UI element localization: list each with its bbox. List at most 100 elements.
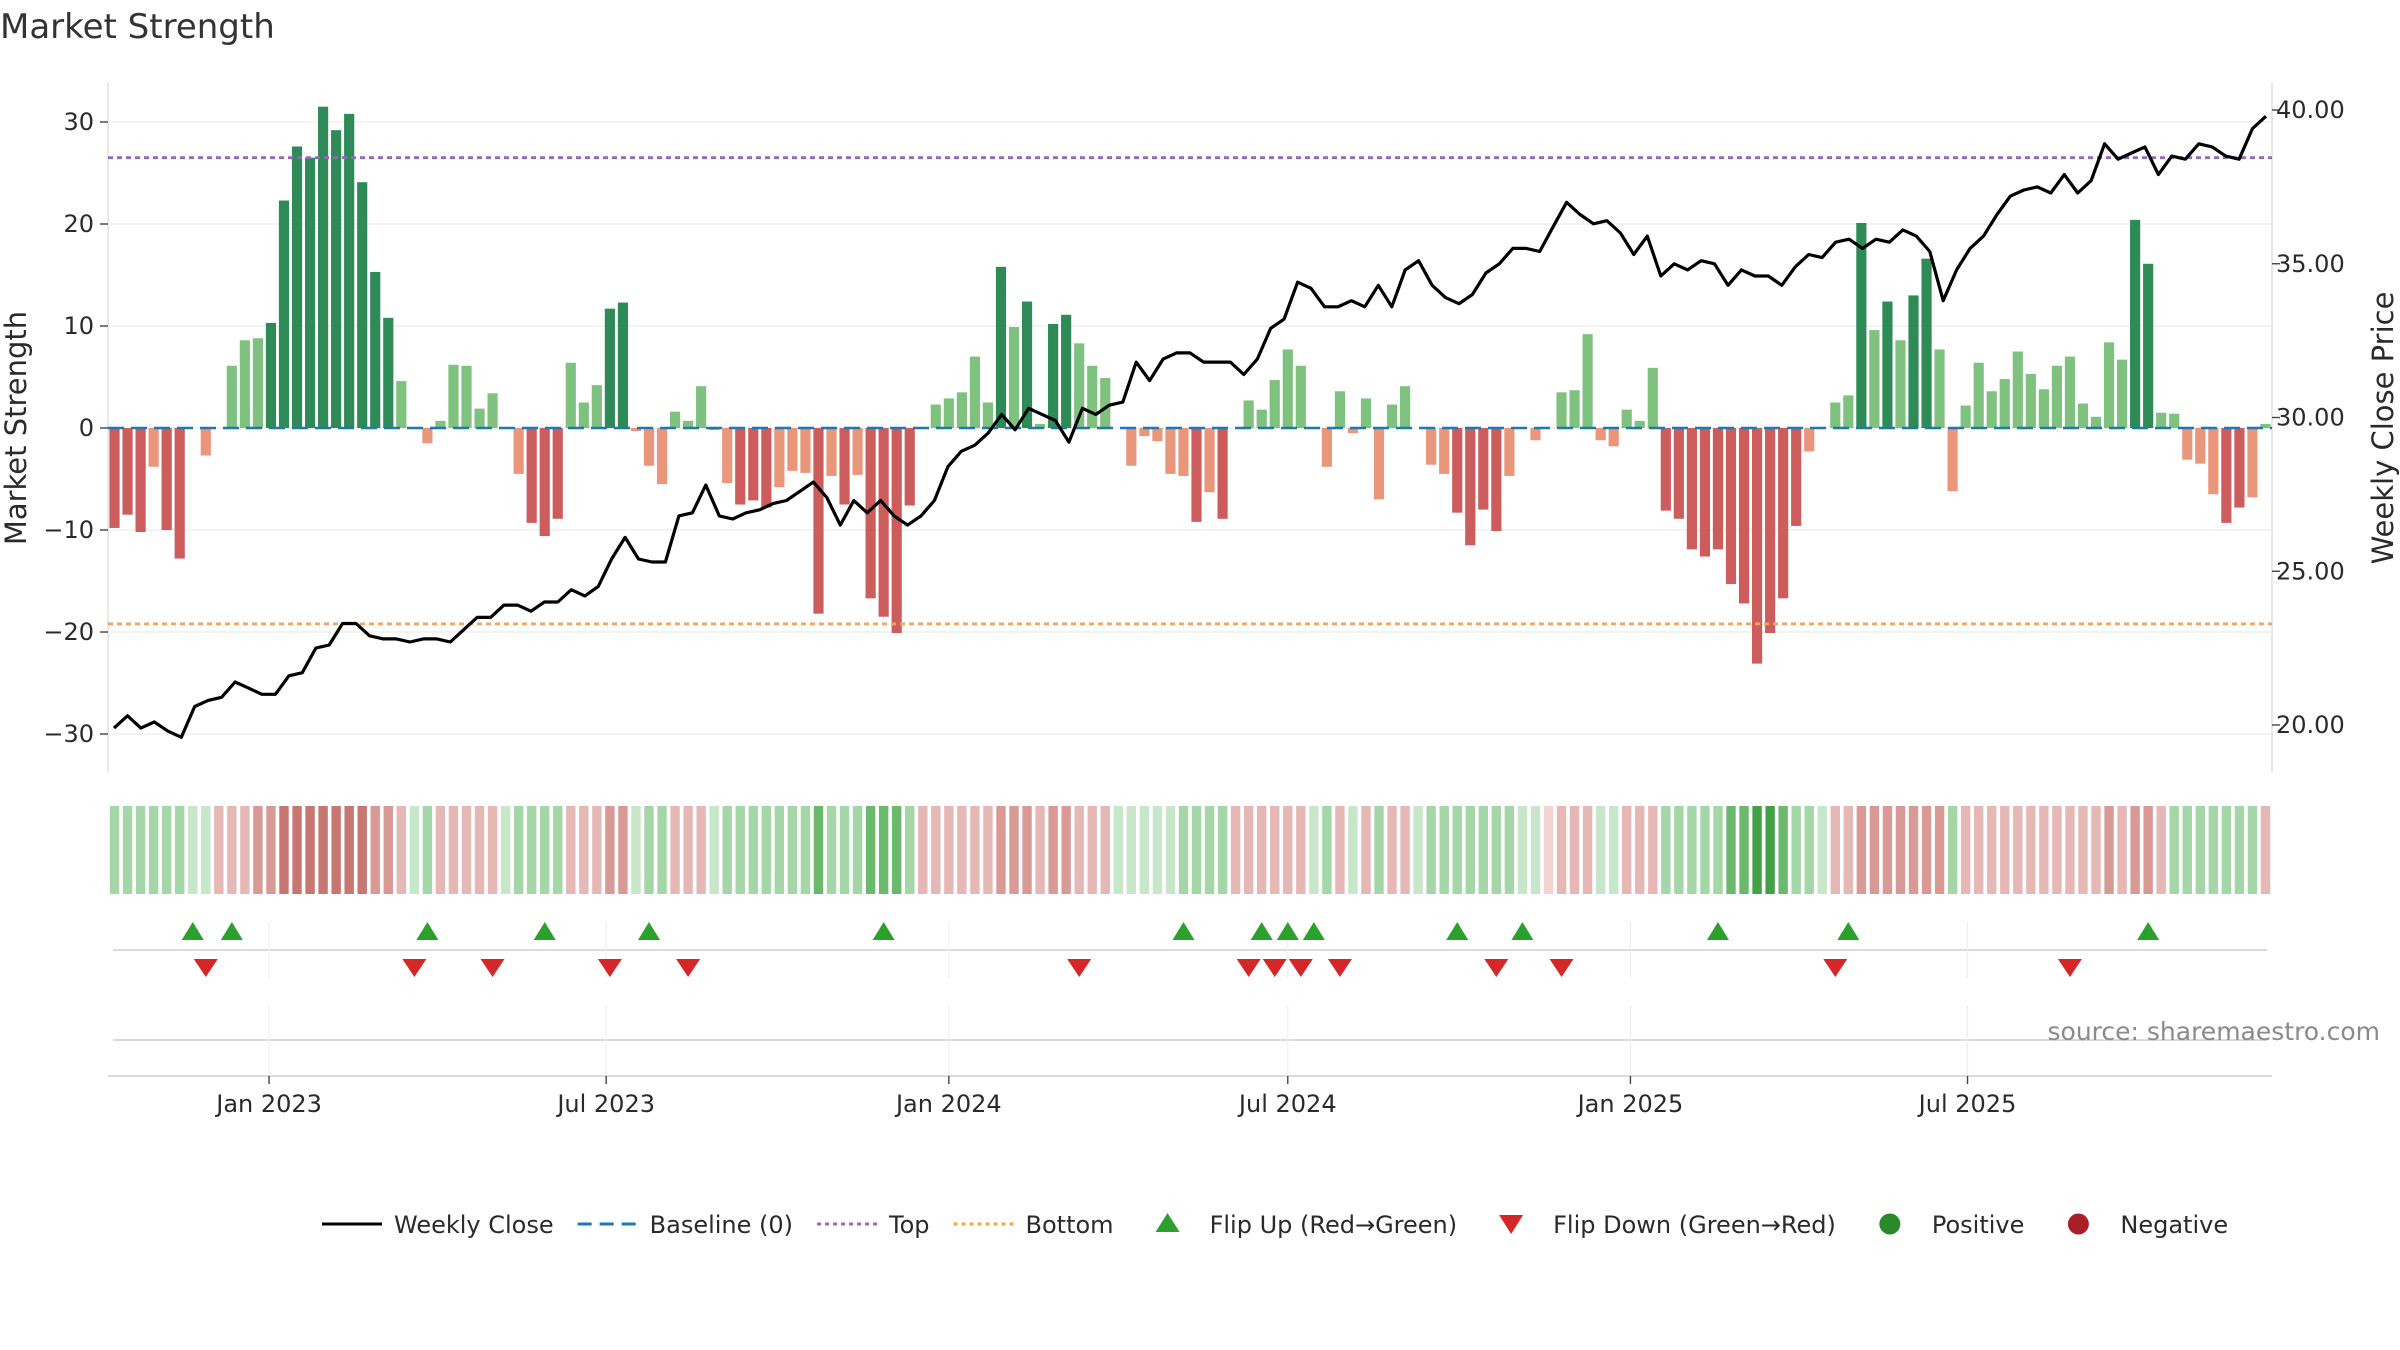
strength-bar-negative <box>748 428 759 501</box>
heat-strip-cell <box>540 806 550 894</box>
strength-bar-positive <box>1360 398 1372 428</box>
heat-strip-cell <box>1335 806 1345 894</box>
y2-tick-label: 25.00 <box>2276 557 2345 585</box>
strength-bar-positive <box>982 402 994 428</box>
y2-axis-title: Weekly Close Price <box>2366 292 2400 565</box>
strength-bar-positive <box>2064 356 2076 428</box>
heat-strip-cell <box>1178 806 1189 894</box>
heat-strip-cell <box>1152 806 1163 894</box>
strength-bar-positive <box>226 365 237 428</box>
heat-strip-cell <box>1296 806 1306 894</box>
legend-label: Top <box>888 1211 930 1239</box>
heat-strip-cell <box>553 806 563 894</box>
strength-bar-negative <box>513 428 524 474</box>
strength-bar-positive <box>1282 349 1293 428</box>
strength-bar-negative <box>1478 428 1489 510</box>
legend-swatch <box>2067 1213 2089 1235</box>
strength-bar-positive <box>1882 301 1893 428</box>
flip-up-marker <box>2137 922 2160 940</box>
strength-bar-positive <box>1256 409 1267 428</box>
heat-strip-cell <box>161 806 172 894</box>
strength-bar-negative <box>2234 428 2245 508</box>
flip-up-marker <box>220 922 243 940</box>
flip-up-marker <box>1837 922 1860 940</box>
strength-bar-negative <box>826 428 837 476</box>
heat-strip-cell <box>2026 806 2036 894</box>
heat-strip-cell <box>891 806 902 894</box>
flip-down-marker <box>676 959 701 977</box>
x-tick-label: Jan 2024 <box>894 1090 1002 1118</box>
x-axis: Jan 2023 Jul 2023 Jan 2024 Jul 2024 Jan 2025… <box>108 1075 2272 1118</box>
heat-strip-cell <box>1895 806 1906 894</box>
heat-strip-cell <box>370 806 380 894</box>
heat-strip-cell <box>188 806 198 894</box>
strength-bar-negative <box>2182 428 2193 460</box>
flip-up-marker <box>181 922 204 940</box>
flip-markers-panel <box>113 922 2267 978</box>
heat-strip-cell <box>592 806 602 894</box>
heat-strip-cell <box>683 806 693 894</box>
flip-up-marker <box>1446 922 1469 940</box>
strength-bar-positive <box>396 381 407 428</box>
heat-strip-cell <box>526 806 537 894</box>
strength-bar-positive <box>1973 362 1984 428</box>
heat-strip-cell <box>1908 806 1919 894</box>
flip-up-marker <box>638 922 660 940</box>
strength-bar-positive <box>2103 342 2115 428</box>
heat-strip-cell <box>409 806 420 894</box>
strength-bar-negative <box>1152 428 1163 442</box>
strength-bar-negative <box>878 428 889 617</box>
strength-bar-positive <box>604 308 615 428</box>
heat-strip-cell <box>2091 806 2101 894</box>
heat-strip-cell <box>1530 806 1541 894</box>
strength-bar-positive <box>1386 404 1398 428</box>
strength-bar-positive <box>1556 392 1567 428</box>
heat-strip-cell <box>148 806 159 894</box>
strength-bar-positive <box>1269 380 1280 428</box>
heat-strip-cell <box>1048 806 1058 894</box>
legend-item-baseline: Baseline (0) <box>577 1211 793 1239</box>
flip-up-marker <box>1511 922 1534 940</box>
heat-strip-cell <box>1387 806 1397 894</box>
flip-down-marker <box>1823 959 1848 977</box>
strength-bar-positive <box>1074 343 1085 428</box>
heat-strip-cell <box>292 806 302 894</box>
legend-item-flip_down: Flip Down (Green→Red) <box>1499 1211 1836 1239</box>
strength-bar-positive <box>578 402 589 428</box>
heat-strip-cell <box>1022 806 1032 894</box>
heat-strip-cell <box>1947 806 1958 894</box>
y2-tick-label: 40.00 <box>2276 96 2345 124</box>
y-tick-label: 30 <box>63 108 94 136</box>
strength-bar-positive <box>943 398 954 428</box>
y-tick-label: −10 <box>43 516 94 544</box>
heat-strip-cell <box>1595 806 1606 894</box>
x-tick-label: Jan 2023 <box>214 1090 322 1118</box>
y-tick-label: 0 <box>79 414 94 442</box>
legend-item-positive: Positive <box>1879 1211 2024 1239</box>
heat-strip-cell <box>1126 806 1137 894</box>
heat-strip-cell <box>122 806 133 894</box>
heat-strip-cell <box>787 806 798 894</box>
strength-bar-positive <box>1035 423 1046 428</box>
x-tick-label: Jul 2024 <box>1237 1090 1337 1118</box>
flip-down-marker <box>1327 959 1352 977</box>
heat-strip-cell <box>1648 806 1658 894</box>
heat-strip-cell <box>422 806 433 894</box>
heat-strip-cell <box>1674 806 1684 894</box>
heat-strip-cell <box>748 806 758 894</box>
heat-strip-cell <box>109 806 120 894</box>
strength-bar-negative <box>526 428 537 523</box>
heat-strip-cell <box>1374 806 1384 894</box>
heat-strip-cell <box>448 806 459 894</box>
strength-bar-positive <box>1021 301 1033 428</box>
strength-bar-negative <box>1804 428 1815 452</box>
heat-strip-cell <box>1856 806 1867 894</box>
strength-bar-positive <box>2051 365 2062 428</box>
strength-bar-positive <box>1999 379 2010 428</box>
heat-strip-cell <box>1217 806 1228 894</box>
legend-swatch <box>1499 1215 1524 1234</box>
flip-up-marker <box>1276 922 1299 940</box>
x-tick-label: Jul 2025 <box>1917 1090 2017 1118</box>
legend-label: Flip Up (Red→Green) <box>1210 1211 1458 1239</box>
